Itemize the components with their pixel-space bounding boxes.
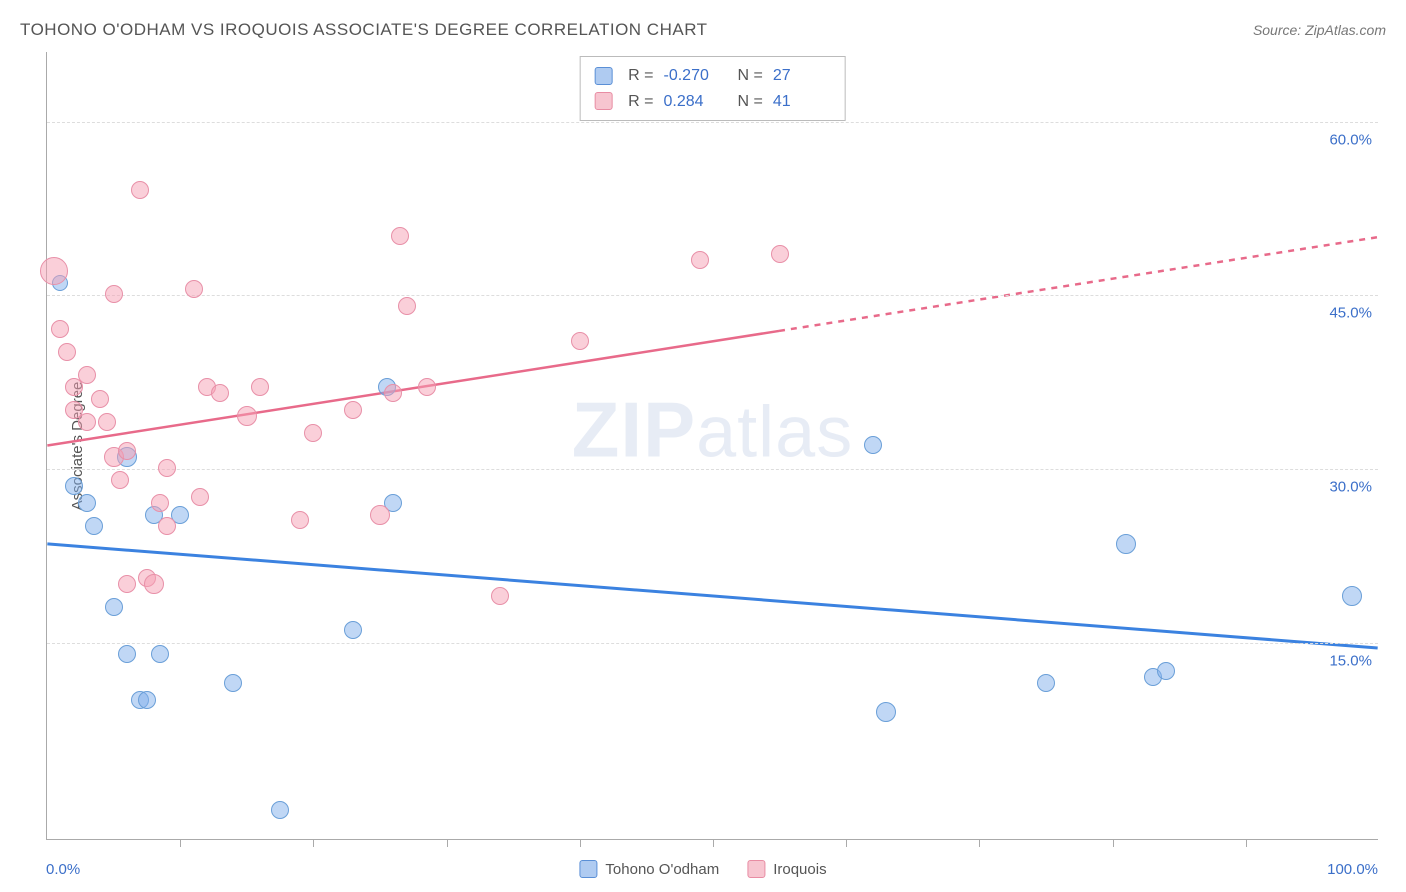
stat-n-value: 41 [773, 89, 831, 115]
data-point [864, 436, 882, 454]
data-point [237, 406, 257, 426]
data-point [370, 505, 390, 525]
data-point [251, 378, 269, 396]
data-point [51, 320, 69, 338]
watermark: ZIPatlas [572, 384, 853, 475]
data-point [151, 494, 169, 512]
x-axis-min-label: 0.0% [46, 861, 80, 878]
trendline [47, 331, 779, 446]
chart-container: TOHONO O'ODHAM VS IROQUOIS ASSOCIATE'S D… [0, 0, 1406, 892]
gridline-h [47, 643, 1378, 644]
data-point [771, 245, 789, 263]
data-point [1157, 662, 1175, 680]
data-point [344, 401, 362, 419]
data-point [1342, 586, 1362, 606]
data-point [58, 343, 76, 361]
data-point [271, 801, 289, 819]
data-point [98, 413, 116, 431]
stat-r-label: R = [628, 63, 653, 89]
data-point [304, 424, 322, 442]
legend-item: Tohono O'odham [579, 860, 719, 878]
data-point [398, 297, 416, 315]
y-tick-label: 60.0% [1329, 131, 1372, 148]
stat-n-label: N = [738, 63, 763, 89]
data-point [78, 413, 96, 431]
data-point [78, 366, 96, 384]
trendline-dashed [779, 237, 1378, 331]
stat-r-label: R = [628, 89, 653, 115]
data-point [1037, 674, 1055, 692]
source-attribution: Source: ZipAtlas.com [1253, 22, 1386, 38]
stat-n-value: 27 [773, 63, 831, 89]
legend-bottom: Tohono O'odham Iroquois [579, 860, 826, 878]
legend-swatch [594, 67, 612, 85]
stat-row: R = 0.284 N = 41 [594, 89, 831, 115]
data-point [344, 621, 362, 639]
y-tick-label: 15.0% [1329, 653, 1372, 670]
data-point [418, 378, 436, 396]
x-tick [713, 839, 714, 847]
data-point [211, 384, 229, 402]
data-point [691, 251, 709, 269]
data-point [118, 575, 136, 593]
data-point [1116, 534, 1136, 554]
x-tick [447, 839, 448, 847]
data-point [151, 645, 169, 663]
data-point [158, 459, 176, 477]
trendline [47, 544, 1377, 648]
trend-svg [47, 52, 1378, 839]
legend-swatch [579, 860, 597, 878]
data-point [131, 181, 149, 199]
watermark-small: atlas [696, 392, 853, 472]
x-tick [1246, 839, 1247, 847]
x-tick [180, 839, 181, 847]
y-tick-label: 45.0% [1329, 305, 1372, 322]
data-point [191, 488, 209, 506]
data-point [391, 227, 409, 245]
data-point [224, 674, 242, 692]
data-point [85, 517, 103, 535]
legend-label: Iroquois [773, 861, 826, 878]
legend-swatch [747, 860, 765, 878]
data-point [105, 598, 123, 616]
plot-area: ZIPatlas R = -0.270 N = 27 R = 0.284 N = 41 15.… [46, 52, 1378, 840]
data-point [138, 691, 156, 709]
gridline-h [47, 122, 1378, 123]
gridline-h [47, 469, 1378, 470]
data-point [65, 477, 83, 495]
data-point [876, 702, 896, 722]
data-point [111, 471, 129, 489]
data-point [118, 645, 136, 663]
data-point [384, 384, 402, 402]
chart-title: TOHONO O'ODHAM VS IROQUOIS ASSOCIATE'S D… [20, 20, 708, 40]
data-point [185, 280, 203, 298]
x-axis-max-label: 100.0% [1327, 861, 1378, 878]
y-tick-label: 30.0% [1329, 479, 1372, 496]
data-point [105, 285, 123, 303]
data-point [40, 257, 68, 285]
x-tick [846, 839, 847, 847]
stat-r-value: 0.284 [664, 89, 722, 115]
x-tick [313, 839, 314, 847]
x-tick [1113, 839, 1114, 847]
legend-item: Iroquois [747, 860, 826, 878]
legend-swatch [594, 92, 612, 110]
gridline-h [47, 295, 1378, 296]
data-point [491, 587, 509, 605]
stat-legend-box: R = -0.270 N = 27 R = 0.284 N = 41 [579, 56, 846, 121]
x-tick [580, 839, 581, 847]
data-point [144, 574, 164, 594]
stat-row: R = -0.270 N = 27 [594, 63, 831, 89]
data-point [118, 442, 136, 460]
data-point [571, 332, 589, 350]
stat-r-value: -0.270 [664, 63, 722, 89]
data-point [291, 511, 309, 529]
x-tick [979, 839, 980, 847]
data-point [91, 390, 109, 408]
watermark-big: ZIP [572, 385, 696, 473]
legend-label: Tohono O'odham [605, 861, 719, 878]
data-point [158, 517, 176, 535]
stat-n-label: N = [738, 89, 763, 115]
data-point [78, 494, 96, 512]
